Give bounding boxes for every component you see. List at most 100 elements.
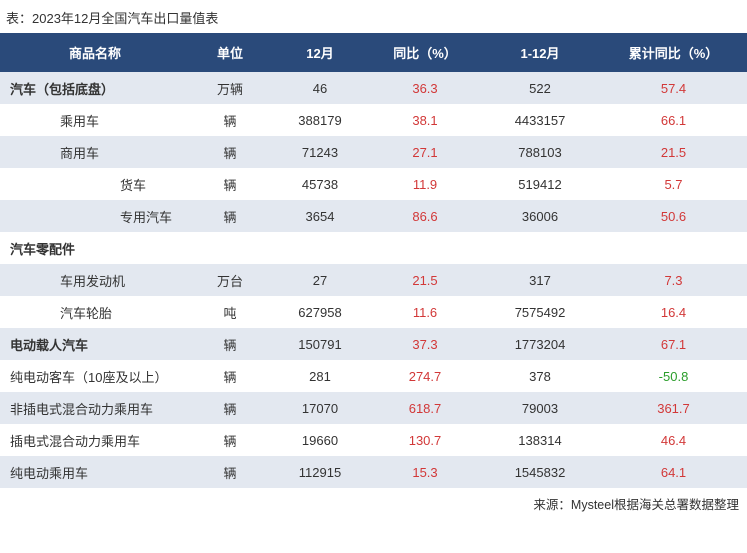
- cell-cyoy: 64.1: [600, 456, 747, 488]
- cell-cyoy: -50.8: [600, 360, 747, 392]
- cell-unit: 吨: [190, 296, 270, 328]
- cell-name: 纯电动乘用车: [0, 456, 190, 488]
- export-table: 商品名称 单位 12月 同比（%） 1-12月 累计同比（%） 汽车（包括底盘）…: [0, 33, 747, 488]
- table-container: 表：2023年12月全国汽车出口量值表 商品名称 单位 12月 同比（%） 1-…: [0, 0, 747, 519]
- cell-yoy: 11.9: [370, 168, 480, 200]
- cell-cyoy: 66.1: [600, 104, 747, 136]
- cell-cyoy: 67.1: [600, 328, 747, 360]
- cell-unit: 辆: [190, 392, 270, 424]
- cell-name: 非插电式混合动力乘用车: [0, 392, 190, 424]
- cell-dec: 627958: [270, 296, 370, 328]
- cell-cyoy: 46.4: [600, 424, 747, 456]
- col-ytd: 1-12月: [480, 33, 600, 72]
- cell-ytd: 7575492: [480, 296, 600, 328]
- cell-yoy: 36.3: [370, 72, 480, 104]
- cell-name: 车用发动机: [0, 264, 190, 296]
- table-row: 电动载人汽车辆15079137.3177320467.1: [0, 328, 747, 360]
- cell-name: 电动载人汽车: [0, 328, 190, 360]
- table-row: 商用车辆7124327.178810321.5: [0, 136, 747, 168]
- col-cyoy: 累计同比（%）: [600, 33, 747, 72]
- table-row: 非插电式混合动力乘用车辆17070618.779003361.7: [0, 392, 747, 424]
- cell-ytd: 519412: [480, 168, 600, 200]
- cell-dec: 150791: [270, 328, 370, 360]
- cell-name: 汽车（包括底盘）: [0, 72, 190, 104]
- cell-name: 乘用车: [0, 104, 190, 136]
- cell-name: 专用汽车: [0, 200, 190, 232]
- cell-unit: 万辆: [190, 72, 270, 104]
- cell-ytd: 1545832: [480, 456, 600, 488]
- cell-unit: [190, 232, 270, 264]
- cell-name: 纯电动客车（10座及以上）: [0, 360, 190, 392]
- cell-yoy: 274.7: [370, 360, 480, 392]
- cell-dec: 112915: [270, 456, 370, 488]
- cell-dec: 3654: [270, 200, 370, 232]
- table-row: 乘用车辆38817938.1443315766.1: [0, 104, 747, 136]
- cell-dec: 281: [270, 360, 370, 392]
- cell-unit: 辆: [190, 200, 270, 232]
- cell-cyoy: [600, 232, 747, 264]
- cell-cyoy: 50.6: [600, 200, 747, 232]
- cell-yoy: 15.3: [370, 456, 480, 488]
- cell-yoy: 21.5: [370, 264, 480, 296]
- cell-cyoy: 7.3: [600, 264, 747, 296]
- cell-yoy: 37.3: [370, 328, 480, 360]
- table-source: 来源：Mysteel根据海关总署数据整理: [0, 488, 747, 519]
- cell-dec: 27: [270, 264, 370, 296]
- table-row: 专用汽车辆365486.63600650.6: [0, 200, 747, 232]
- cell-unit: 辆: [190, 136, 270, 168]
- cell-ytd: [480, 232, 600, 264]
- cell-ytd: 522: [480, 72, 600, 104]
- cell-ytd: 378: [480, 360, 600, 392]
- cell-yoy: 86.6: [370, 200, 480, 232]
- cell-yoy: 38.1: [370, 104, 480, 136]
- cell-cyoy: 361.7: [600, 392, 747, 424]
- table-header: 商品名称 单位 12月 同比（%） 1-12月 累计同比（%）: [0, 33, 747, 72]
- cell-cyoy: 5.7: [600, 168, 747, 200]
- table-caption: 表：2023年12月全国汽车出口量值表: [0, 0, 747, 33]
- table-row: 汽车零配件: [0, 232, 747, 264]
- cell-dec: [270, 232, 370, 264]
- cell-unit: 辆: [190, 360, 270, 392]
- cell-name: 汽车轮胎: [0, 296, 190, 328]
- cell-ytd: 788103: [480, 136, 600, 168]
- cell-dec: 45738: [270, 168, 370, 200]
- table-body: 汽车（包括底盘）万辆4636.352257.4乘用车辆38817938.1443…: [0, 72, 747, 488]
- table-row: 汽车（包括底盘）万辆4636.352257.4: [0, 72, 747, 104]
- cell-ytd: 4433157: [480, 104, 600, 136]
- cell-unit: 万台: [190, 264, 270, 296]
- table-row: 汽车轮胎吨62795811.6757549216.4: [0, 296, 747, 328]
- cell-unit: 辆: [190, 168, 270, 200]
- table-row: 插电式混合动力乘用车辆19660130.713831446.4: [0, 424, 747, 456]
- cell-dec: 388179: [270, 104, 370, 136]
- cell-name: 货车: [0, 168, 190, 200]
- cell-cyoy: 16.4: [600, 296, 747, 328]
- cell-yoy: 130.7: [370, 424, 480, 456]
- table-row: 纯电动客车（10座及以上）辆281274.7378-50.8: [0, 360, 747, 392]
- table-row: 车用发动机万台2721.53177.3: [0, 264, 747, 296]
- cell-unit: 辆: [190, 456, 270, 488]
- cell-dec: 46: [270, 72, 370, 104]
- col-dec: 12月: [270, 33, 370, 72]
- cell-cyoy: 57.4: [600, 72, 747, 104]
- cell-cyoy: 21.5: [600, 136, 747, 168]
- table-row: 纯电动乘用车辆11291515.3154583264.1: [0, 456, 747, 488]
- table-row: 货车辆4573811.95194125.7: [0, 168, 747, 200]
- cell-ytd: 317: [480, 264, 600, 296]
- cell-dec: 19660: [270, 424, 370, 456]
- cell-ytd: 36006: [480, 200, 600, 232]
- cell-unit: 辆: [190, 104, 270, 136]
- cell-yoy: [370, 232, 480, 264]
- cell-yoy: 27.1: [370, 136, 480, 168]
- cell-unit: 辆: [190, 328, 270, 360]
- col-yoy: 同比（%）: [370, 33, 480, 72]
- cell-unit: 辆: [190, 424, 270, 456]
- cell-ytd: 79003: [480, 392, 600, 424]
- cell-yoy: 11.6: [370, 296, 480, 328]
- cell-name: 商用车: [0, 136, 190, 168]
- cell-ytd: 138314: [480, 424, 600, 456]
- cell-name: 插电式混合动力乘用车: [0, 424, 190, 456]
- col-name: 商品名称: [0, 33, 190, 72]
- col-unit: 单位: [190, 33, 270, 72]
- cell-dec: 17070: [270, 392, 370, 424]
- cell-yoy: 618.7: [370, 392, 480, 424]
